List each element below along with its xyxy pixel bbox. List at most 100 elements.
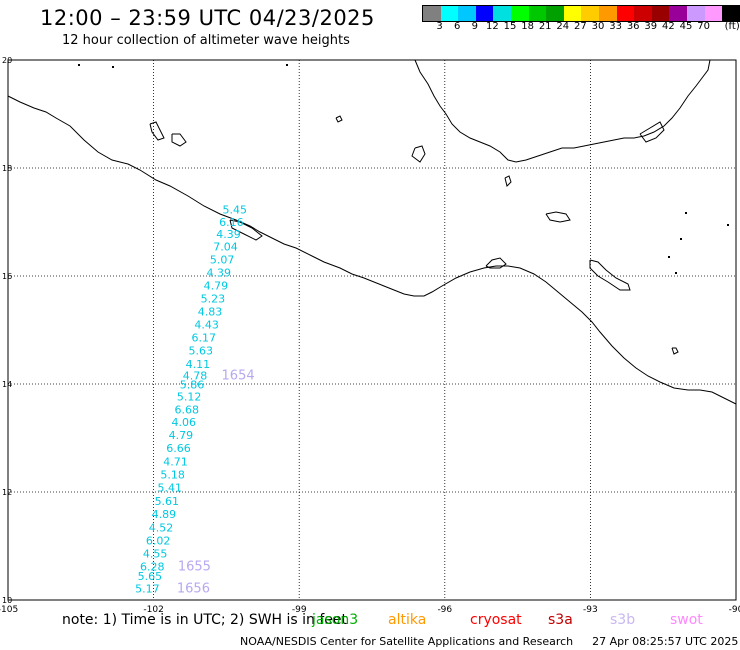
scale-swatch bbox=[440, 6, 459, 21]
coastline bbox=[335, 115, 343, 123]
lat-tick-label: 16 bbox=[2, 272, 12, 281]
island-speck bbox=[112, 66, 114, 68]
scale-label: 36 bbox=[626, 21, 640, 32]
island-speck bbox=[675, 272, 677, 274]
scale-swatch bbox=[634, 6, 652, 21]
timestamp: 27 Apr 08:25:57 UTC 2025 bbox=[592, 635, 739, 648]
lat-tick-label: 18 bbox=[2, 164, 12, 173]
wave-height-label: 5.45 bbox=[223, 203, 248, 216]
coastline bbox=[671, 347, 679, 355]
wave-height-label: 4.79 bbox=[169, 429, 194, 442]
wave-height-label: 4.11 bbox=[186, 358, 211, 371]
scale-label: 33 bbox=[609, 21, 622, 32]
footer-note: note: 1) Time is in UTC; 2) SWH is in fe… bbox=[62, 612, 348, 628]
scale-swatch bbox=[546, 6, 564, 21]
scale-label: 70 bbox=[697, 21, 710, 32]
lon-tick-label: -99 bbox=[292, 605, 307, 615]
scale-swatch bbox=[581, 6, 599, 21]
wave-height-label: 4.43 bbox=[194, 318, 219, 331]
scale-unit: (ft) bbox=[724, 21, 740, 32]
scale-label: 45 bbox=[679, 21, 693, 32]
satellite-altika: altika bbox=[388, 612, 427, 628]
scale-swatch bbox=[493, 6, 511, 21]
wave-height-label: 6.68 bbox=[174, 404, 199, 417]
scale-label: 21 bbox=[538, 21, 552, 32]
coastline bbox=[545, 211, 571, 223]
coastline bbox=[589, 259, 631, 291]
wave-height-label: 4.79 bbox=[204, 280, 229, 293]
wave-height-label: 4.78 bbox=[183, 370, 208, 383]
scale-swatch bbox=[616, 6, 635, 21]
wave-height-label: 5.65 bbox=[138, 570, 163, 583]
wave-height-label: 7.04 bbox=[213, 241, 238, 254]
map-frame bbox=[7, 59, 737, 601]
scale-swatch bbox=[458, 6, 476, 21]
coastline bbox=[7, 95, 737, 405]
scale-swatch bbox=[528, 6, 547, 21]
scale-label: 18 bbox=[521, 21, 534, 32]
coastline bbox=[485, 257, 507, 269]
scale-label: 9 bbox=[471, 21, 478, 32]
scale-label: 12 bbox=[486, 21, 499, 32]
wave-height-label: 6.02 bbox=[146, 534, 171, 547]
lon-tick-label: -96 bbox=[437, 605, 452, 615]
wave-height-label: 4.39 bbox=[207, 267, 232, 280]
island-speck bbox=[680, 238, 682, 240]
wave-height-label: 4.39 bbox=[216, 228, 241, 241]
page-title: 12:00 – 23:59 UTC 04/23/2025 bbox=[40, 6, 375, 30]
lat-tick-label: 20 bbox=[2, 56, 12, 65]
satellite-jason3: jason3 bbox=[312, 612, 359, 628]
island-speck bbox=[286, 64, 288, 66]
island-speck bbox=[668, 256, 670, 258]
scale-swatch bbox=[423, 6, 441, 21]
wave-height-label: 4.83 bbox=[198, 305, 223, 318]
scale-label: 30 bbox=[591, 21, 605, 32]
wave-height-label: 4.55 bbox=[143, 547, 168, 560]
scale-label: 39 bbox=[644, 21, 658, 32]
wave-height-label: 4.71 bbox=[163, 456, 188, 469]
scale-label: 24 bbox=[556, 21, 570, 32]
wave-height-label: 4.89 bbox=[152, 508, 177, 521]
color-scale-labels: 3 6 9 12 15 18 21 24 27 30 33 36 39 42 45 70 (ft) bbox=[422, 21, 740, 33]
wave-height-label: 6.66 bbox=[166, 442, 191, 455]
scale-swatch bbox=[686, 6, 705, 21]
scale-swatch bbox=[510, 6, 529, 21]
wave-height-label: 5.18 bbox=[160, 469, 185, 482]
coastline bbox=[504, 175, 512, 187]
color-scale-bar bbox=[422, 5, 740, 22]
scale-swatch bbox=[722, 6, 740, 21]
scale-label: 3 bbox=[436, 21, 443, 32]
wave-height-label: 6.16 bbox=[219, 216, 244, 229]
coastline bbox=[639, 121, 665, 143]
lon-tick-label: -102 bbox=[143, 605, 163, 615]
scale-swatch bbox=[598, 6, 617, 21]
wave-height-label: 6.28 bbox=[140, 560, 165, 573]
wave-height-label: 5.86 bbox=[180, 378, 205, 391]
wave-height-label: 5.17 bbox=[135, 582, 160, 595]
wave-height-label: 5.63 bbox=[189, 344, 214, 357]
time-label: 1656 bbox=[177, 581, 210, 596]
credit-text: NOAA/NESDIS Center for Satellite Applica… bbox=[240, 635, 574, 648]
wave-height-label: 5.61 bbox=[155, 495, 180, 508]
time-label: 1654 bbox=[222, 369, 255, 384]
coastline bbox=[229, 219, 263, 241]
lat-tick-label: 10 bbox=[2, 596, 12, 605]
wave-height-label: 5.23 bbox=[201, 292, 226, 305]
scale-swatch bbox=[669, 6, 687, 21]
wave-height-label: 4.52 bbox=[149, 521, 174, 534]
coastline bbox=[411, 145, 426, 163]
satellite-swot: swot bbox=[670, 612, 703, 628]
coastline bbox=[414, 59, 711, 163]
scale-label: 6 bbox=[454, 21, 461, 32]
scale-label: 27 bbox=[574, 21, 587, 32]
scale-label: 15 bbox=[503, 21, 517, 32]
time-label: 1655 bbox=[178, 559, 211, 574]
page-subtitle: 12 hour collection of altimeter wave hei… bbox=[62, 33, 350, 48]
lon-tick-label: -90 bbox=[729, 605, 740, 615]
island-speck bbox=[685, 212, 687, 214]
satellite-cryosat: cryosat bbox=[470, 612, 522, 628]
scale-swatch bbox=[704, 6, 723, 21]
coastline bbox=[149, 121, 165, 141]
lat-tick-label: 14 bbox=[2, 380, 12, 389]
